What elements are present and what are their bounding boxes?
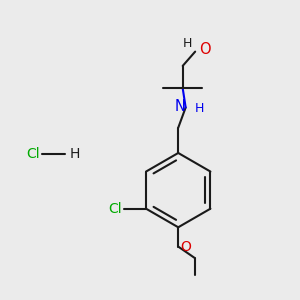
- Text: H: H: [183, 37, 192, 50]
- Text: N: N: [174, 99, 185, 114]
- Text: O: O: [180, 240, 191, 254]
- Text: H: H: [69, 148, 80, 161]
- Text: Cl: Cl: [26, 148, 40, 161]
- Text: O: O: [199, 42, 210, 57]
- Text: Cl: Cl: [109, 202, 122, 216]
- Text: H: H: [195, 103, 205, 116]
